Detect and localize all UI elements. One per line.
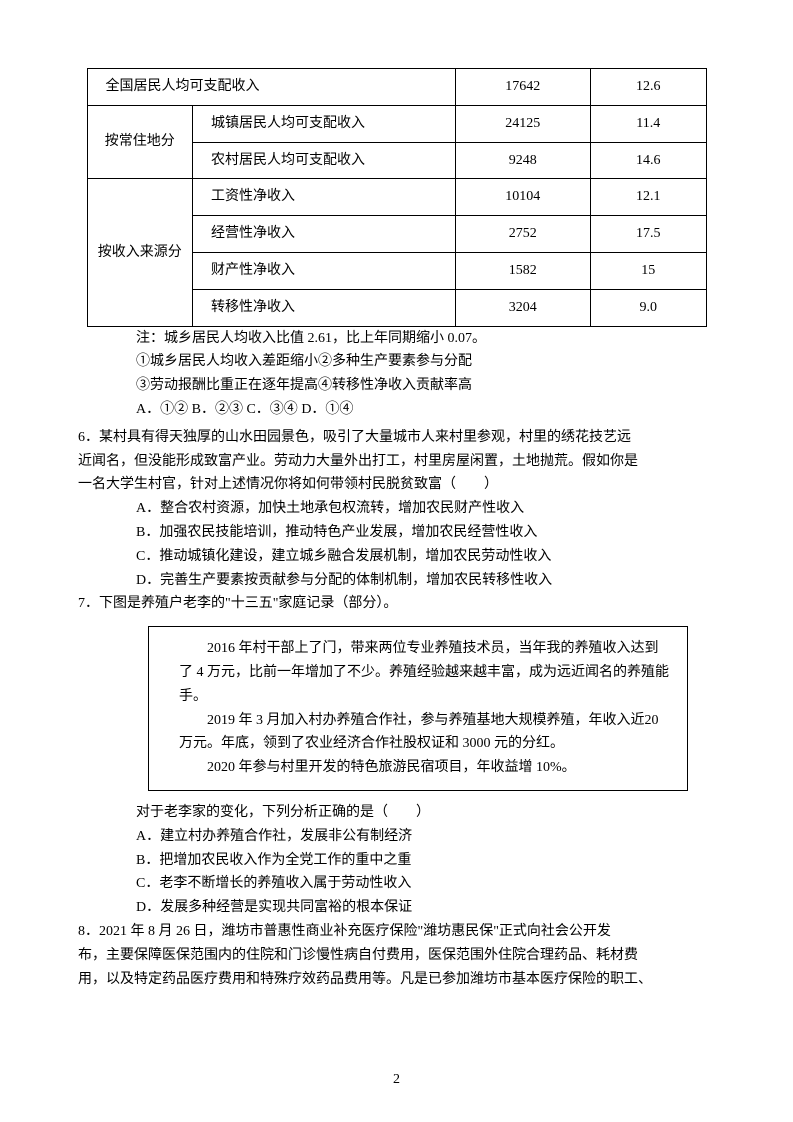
row-national: 全国居民人均可支配收入: [87, 69, 455, 106]
val: 24125: [455, 105, 590, 142]
q7-opt-c: C．老李不断增长的养殖收入属于劳动性收入: [136, 872, 715, 896]
val: 9248: [455, 142, 590, 179]
q8-l2: 布，主要保障医保范围内的住院和门诊慢性病自付费用，医保范围外住院合理药品、耗材费: [78, 944, 715, 968]
row-urban: 城镇居民人均可支配收入: [193, 105, 456, 142]
q5-options: A．①② B．②③ C．③④ D．①④: [136, 398, 715, 422]
table-note: 注：城乡居民人均收入比值 2.61，比上年同期缩小 0.07。: [136, 327, 715, 351]
q6-opt-a: A．整合农村资源，加快土地承包权流转，增加农民财产性收入: [136, 497, 715, 521]
q7-opt-b: B．把增加农民收入作为全党工作的重中之重: [136, 849, 715, 873]
opt-a: A．①②: [136, 402, 188, 417]
row-wage: 工资性净收入: [193, 179, 456, 216]
box-p3: 2020 年参与村里开发的特色旅游民宿项目，年收益增 10%。: [179, 756, 671, 780]
val: 15: [590, 252, 706, 289]
val: 14.6: [590, 142, 706, 179]
val: 3204: [455, 289, 590, 326]
q6-opt-d: D．完善生产要素按贡献参与分配的体制机制，增加农民转移性收入: [136, 569, 715, 593]
row-business: 经营性净收入: [193, 216, 456, 253]
statements-line2: ③劳动报酬比重正在逐年提高④转移性净收入贡献率高: [136, 374, 715, 398]
q6-opt-b: B．加强农民技能培训，推动特色产业发展，增加农民经营性收入: [136, 521, 715, 545]
box-p1: 2016 年村干部上了门，带来两位专业养殖技术员，当年我的养殖收入达到了 4 万…: [179, 637, 671, 708]
q7-opt-a: A．建立村办养殖合作社，发展非公有制经济: [136, 825, 715, 849]
q7-stem: 7．下图是养殖户老李的"十三五"家庭记录（部分）。: [78, 592, 715, 616]
group-source: 按收入来源分: [87, 179, 193, 326]
q8-l3: 用，以及特定药品医疗费用和特殊疗效药品费用等。凡是已参加潍坊市基本医疗保险的职工…: [78, 968, 715, 992]
income-table: 全国居民人均可支配收入 17642 12.6 按常住地分 城镇居民人均可支配收入…: [87, 68, 707, 327]
q6-stem-l2: 近闻名，但没能形成致富产业。劳动力大量外出打工，村里房屋闲置，土地抛荒。假如你是: [78, 450, 715, 474]
box-p2: 2019 年 3 月加入村办养殖合作社，参与养殖基地大规模养殖，年收入近20 万…: [179, 709, 671, 757]
page-number: 2: [0, 1068, 793, 1092]
q6-stem-l3: 一名大学生村官，针对上述情况你将如何带领村民脱贫致富（ ）: [78, 473, 715, 497]
row-rural: 农村居民人均可支配收入: [193, 142, 456, 179]
val: 9.0: [590, 289, 706, 326]
opt-d: D．①④: [301, 402, 353, 417]
group-residence: 按常住地分: [87, 105, 193, 179]
val: 10104: [455, 179, 590, 216]
opt-c: C．③④: [246, 402, 297, 417]
val: 17642: [455, 69, 590, 106]
row-transfer: 转移性净收入: [193, 289, 456, 326]
q7-record-box: 2016 年村干部上了门，带来两位专业养殖技术员，当年我的养殖收入达到了 4 万…: [148, 626, 688, 791]
row-property: 财产性净收入: [193, 252, 456, 289]
val: 17.5: [590, 216, 706, 253]
statements-line1: ①城乡居民人均收入差距缩小②多种生产要素参与分配: [136, 350, 715, 374]
q6-opt-c: C．推动城镇化建设，建立城乡融合发展机制，增加农民劳动性收入: [136, 545, 715, 569]
q6-stem-l1: 6．某村具有得天独厚的山水田园景色，吸引了大量城市人来村里参观，村里的绣花技艺远: [78, 426, 715, 450]
val: 12.6: [590, 69, 706, 106]
val: 2752: [455, 216, 590, 253]
val: 1582: [455, 252, 590, 289]
q7-follow: 对于老李家的变化，下列分析正确的是（ ）: [136, 801, 715, 825]
q7-opt-d: D．发展多种经营是实现共同富裕的根本保证: [136, 896, 715, 920]
q8-l1: 8．2021 年 8 月 26 日，潍坊市普惠性商业补充医疗保险"潍坊惠民保"正…: [78, 920, 715, 944]
val: 12.1: [590, 179, 706, 216]
val: 11.4: [590, 105, 706, 142]
opt-b: B．②③: [192, 402, 243, 417]
